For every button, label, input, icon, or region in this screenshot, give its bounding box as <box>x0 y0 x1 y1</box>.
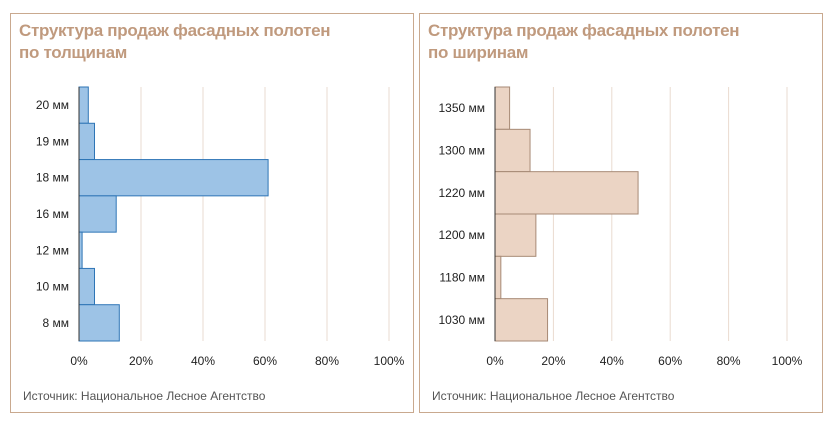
x-tick-label: 20% <box>129 354 153 368</box>
y-tick-label: 16 мм <box>36 207 69 221</box>
bar <box>494 213 537 257</box>
bar <box>78 195 117 233</box>
width-bar-chart: 0% 20% 40% 60% 80% 100% 1350 мм 1300 мм 1220 мм 1… <box>438 86 803 368</box>
x-tick-label: 0% <box>70 354 88 368</box>
bar <box>494 298 549 342</box>
chart-source: Источник: Национальное Лесное Агентство <box>432 389 675 403</box>
x-tick-label: 40% <box>600 354 624 368</box>
y-tick-label: 1220 мм <box>438 186 485 200</box>
chart-title: Структура продаж фасадных полотен по тол… <box>19 21 331 62</box>
y-tick-label: 8 мм <box>42 316 69 330</box>
y-tick-label: 1180 мм <box>439 271 485 285</box>
bar <box>494 255 502 300</box>
y-tick-label: 1030 мм <box>438 313 485 327</box>
x-tick-label: 100% <box>772 354 803 368</box>
chart-panel-width: Структура продаж фасадных полотен по шир… <box>419 13 823 413</box>
bar <box>494 171 639 215</box>
x-tick-label: 20% <box>541 354 565 368</box>
y-tick-label: 19 мм <box>36 134 69 148</box>
bar <box>494 128 531 173</box>
x-tick-label: 100% <box>374 354 405 368</box>
x-tick-label: 60% <box>253 354 277 368</box>
x-tick-label: 0% <box>486 354 504 368</box>
y-tick-label: 10 мм <box>36 280 69 294</box>
x-tick-label: 60% <box>658 354 682 368</box>
bar <box>78 159 269 197</box>
y-tick-label: 1350 мм <box>438 101 485 115</box>
y-tick-label: 1300 мм <box>438 144 485 158</box>
y-tick-label: 12 мм <box>36 243 69 257</box>
thickness-bar-chart: 0% 20% 40% 60% 80% 100% 20 мм 19 мм 18 мм 16 мм 12… <box>36 86 405 368</box>
x-tick-label: 80% <box>717 354 741 368</box>
x-tick-label: 80% <box>315 354 339 368</box>
y-tick-label: 1200 мм <box>438 228 485 242</box>
bar <box>78 86 89 124</box>
bar <box>494 86 511 130</box>
bar <box>78 122 95 161</box>
chart-panel-thickness: Структура продаж фасадных полотен по тол… <box>10 13 414 413</box>
y-tick-label: 20 мм <box>36 98 69 112</box>
bar <box>78 304 120 342</box>
x-tick-label: 40% <box>191 354 215 368</box>
chart-source: Источник: Национальное Лесное Агентство <box>23 389 266 403</box>
chart-title: Структура продаж фасадных полотен по шир… <box>428 21 740 62</box>
y-tick-label: 18 мм <box>36 171 69 185</box>
bar <box>78 267 95 306</box>
